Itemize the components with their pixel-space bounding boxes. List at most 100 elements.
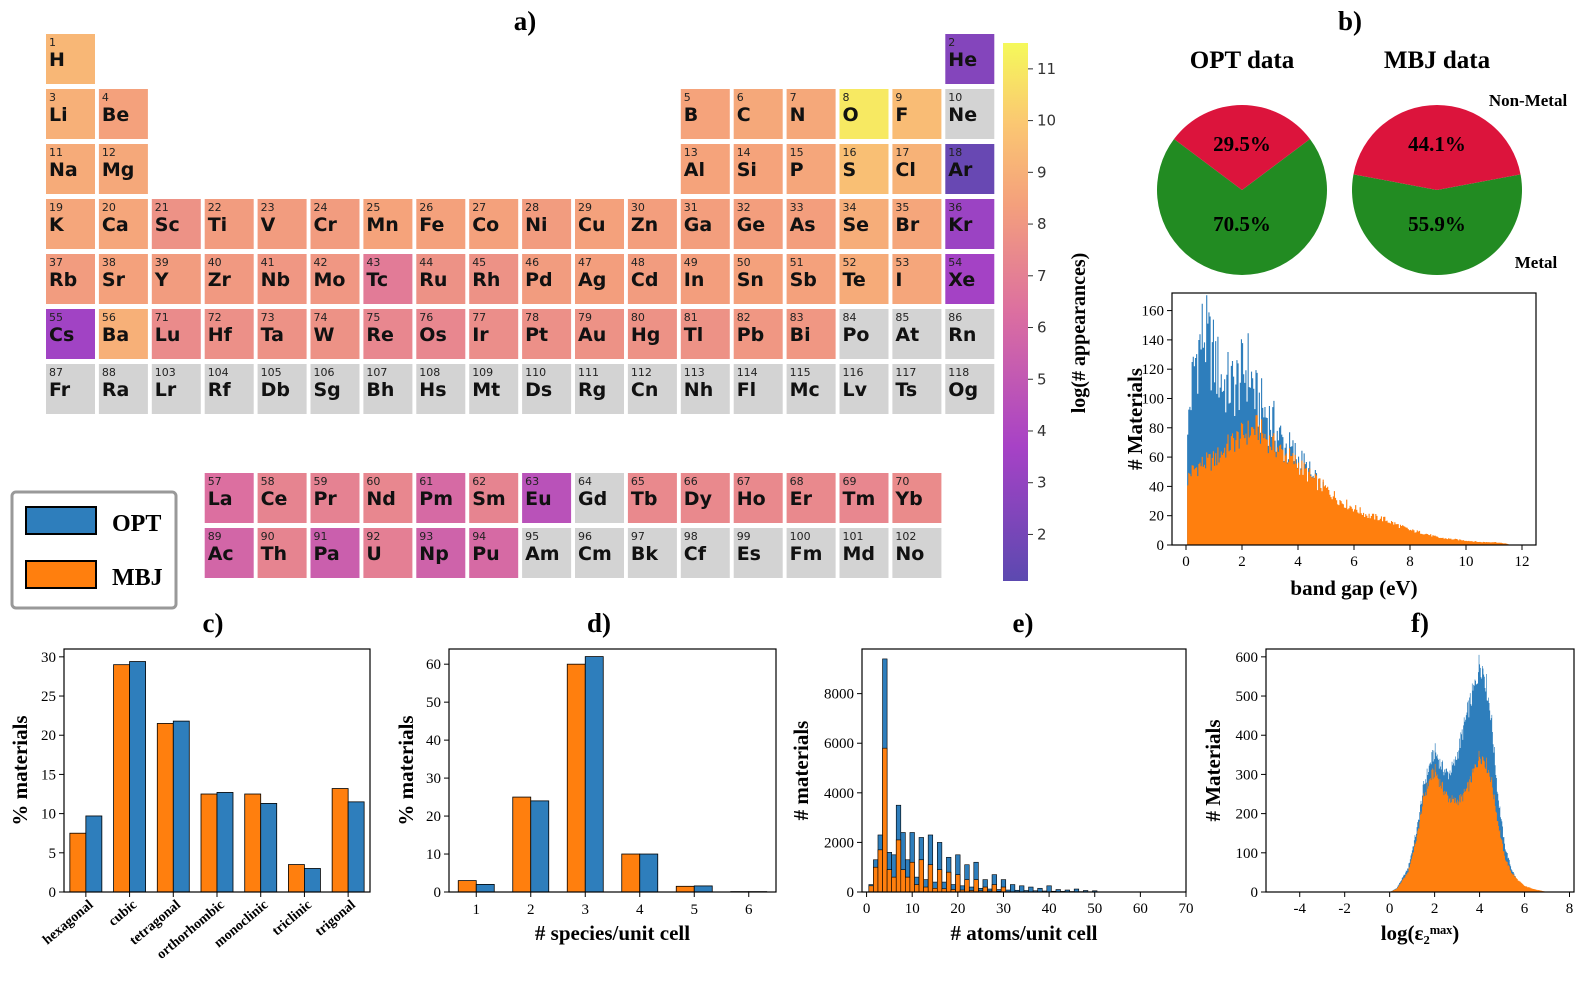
panel-label-c: c) <box>203 608 224 638</box>
element-symbol: Kr <box>948 214 973 236</box>
element-number: 85 <box>895 311 909 324</box>
element-tile <box>945 364 995 414</box>
element-tile <box>839 89 889 139</box>
element-symbol: Es <box>737 543 761 565</box>
hist-bar-mbj <box>923 886 929 893</box>
element-number: 87 <box>49 366 63 379</box>
element-tile <box>892 528 942 578</box>
element-symbol: Bi <box>790 324 811 346</box>
y-tick-label: 2000 <box>824 835 854 851</box>
y-tick-label: 400 <box>1236 728 1259 744</box>
element-number: 112 <box>631 366 652 379</box>
element-symbol: Zn <box>631 214 658 236</box>
hist-bar-mbj <box>909 861 915 893</box>
element-number: 70 <box>895 475 909 488</box>
element-tile <box>98 199 148 249</box>
species-bar-chart: 0 10 20 30 40 50 60 1 2 3 4 5 6 % materials # species/… <box>394 648 777 945</box>
element-symbol: Md <box>843 543 876 565</box>
element-symbol: Ru <box>419 269 447 291</box>
element-number: 99 <box>737 530 751 543</box>
element-number: 3 <box>49 91 56 104</box>
element-tile <box>733 199 783 249</box>
element-number: 7 <box>790 91 797 104</box>
element-tile <box>627 473 677 523</box>
element-symbol: Ba <box>102 324 129 346</box>
element-tile <box>892 364 942 414</box>
element-symbol: Er <box>790 488 813 510</box>
element-symbol: S <box>843 159 857 181</box>
x-axis-label: log(ε₂ᵐᵃˣ) <box>1381 921 1460 945</box>
bandgap-histogram: 0 20 40 60 80 100 120 140 160 0 2 4 6 8 10 12 # Material… <box>1123 292 1537 600</box>
y-tick-label: 160 <box>1142 304 1165 320</box>
element-tile <box>892 199 942 249</box>
element-symbol: Cn <box>631 379 658 401</box>
element-symbol: Sc <box>155 214 180 236</box>
element-cell-c: 6C <box>733 89 783 139</box>
legend: OPT MBJ <box>10 490 178 610</box>
element-symbol: Sb <box>790 269 817 291</box>
element-symbol: Ar <box>948 159 973 181</box>
element-tile <box>363 473 413 523</box>
colorbar-tick-label: 11 <box>1037 60 1056 78</box>
x-tick-label: 70 <box>1179 901 1194 917</box>
colorbar-label: log(# appearances) <box>1068 253 1090 414</box>
element-number: 4 <box>102 91 109 104</box>
legend-swatch-opt <box>25 506 97 535</box>
legend-label-opt: OPT <box>112 511 161 537</box>
hist-bar-mbj <box>973 879 979 893</box>
element-symbol: Ti <box>208 214 227 236</box>
y-tick-label: 15 <box>41 767 56 783</box>
element-number: 71 <box>155 311 169 324</box>
element-tile <box>945 144 995 194</box>
element-tile <box>522 528 572 578</box>
element-tile <box>522 364 572 414</box>
y-tick-label: 60 <box>426 657 441 673</box>
element-number: 6 <box>737 91 744 104</box>
element-number: 16 <box>843 146 857 159</box>
element-symbol: Zr <box>208 269 232 291</box>
colorbar-tick-label: 8 <box>1037 215 1047 233</box>
element-number: 54 <box>948 256 962 269</box>
pie-percent-metal: 70.5% <box>1213 212 1271 236</box>
element-symbol: Cu <box>578 214 605 236</box>
element-symbol: Pu <box>472 543 499 565</box>
element-tile <box>46 34 95 84</box>
element-symbol: Fm <box>790 543 823 565</box>
element-symbol: Nb <box>261 269 291 291</box>
element-tile <box>786 89 836 139</box>
element-cell-o: 8O <box>839 89 889 139</box>
y-tick-label: 4000 <box>824 786 854 802</box>
element-cell-s: 16S <box>839 144 889 194</box>
element-number: 35 <box>895 201 909 214</box>
element-tile <box>416 309 466 359</box>
x-tick-label: 5 <box>691 902 699 918</box>
element-number: 95 <box>525 530 539 543</box>
hist-bar-mbj <box>918 859 924 893</box>
element-symbol: Na <box>49 159 78 181</box>
y-tick-label: 100 <box>1142 391 1165 407</box>
element-number: 14 <box>737 146 751 159</box>
bar-mbj-3 <box>566 663 586 893</box>
element-tile <box>46 199 95 249</box>
element-number: 1 <box>49 36 56 49</box>
element-symbol: Pt <box>525 324 548 346</box>
element-symbol: Se <box>843 214 870 236</box>
